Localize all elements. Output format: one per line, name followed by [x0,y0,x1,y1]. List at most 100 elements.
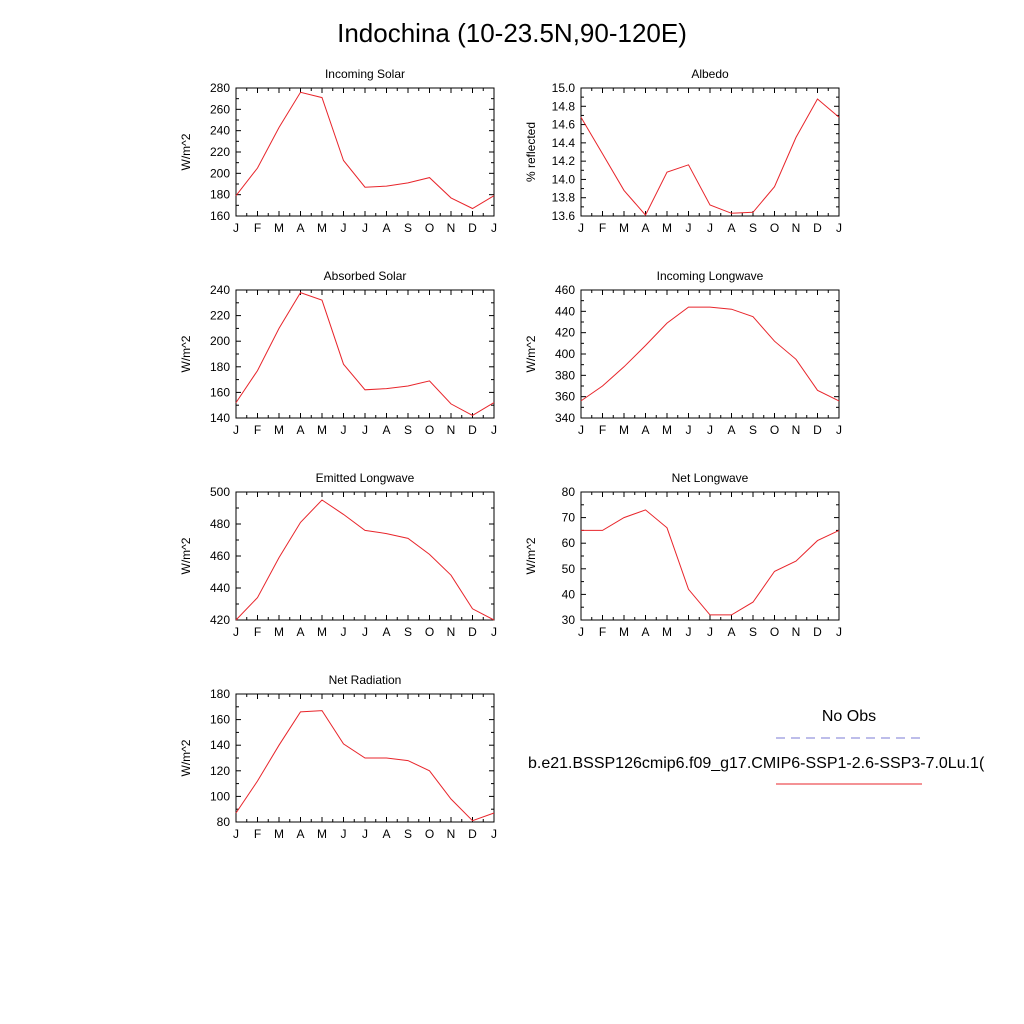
x-tick-label: J [707,625,713,639]
x-tick-label: J [686,423,692,437]
x-tick-label: J [233,423,239,437]
x-tick-label: A [727,221,735,235]
y-tick-label: 280 [210,81,230,95]
x-tick-label: F [254,625,261,639]
x-tick-label: F [599,221,606,235]
y-axis-label: W/m^2 [524,335,538,372]
y-tick-label: 460 [555,283,575,297]
x-tick-label: M [317,221,327,235]
y-tick-label: 140 [210,411,230,425]
x-tick-label: A [296,423,304,437]
y-tick-label: 180 [210,360,230,374]
x-tick-label: M [317,625,327,639]
x-tick-label: J [233,827,239,841]
x-tick-label: A [296,221,304,235]
x-tick-label: J [491,625,497,639]
x-tick-label: D [468,625,477,639]
y-tick-label: 14.8 [552,99,576,113]
x-tick-label: A [382,221,390,235]
x-tick-label: D [813,625,822,639]
y-tick-label: 14.4 [552,136,576,150]
plot-frame [235,491,495,621]
x-tick-label: J [836,423,842,437]
y-tick-label: 220 [210,309,230,323]
x-tick-label: J [707,221,713,235]
y-tick-label: 400 [555,347,575,361]
x-tick-label: O [425,221,434,235]
x-tick-label: N [792,625,801,639]
plot-frame [580,491,840,621]
x-tick-label: A [382,423,390,437]
series-line [581,509,840,616]
y-tick-label: 14.0 [552,172,576,186]
y-tick-label: 200 [210,166,230,180]
series-line [580,306,840,402]
x-tick-label: D [468,221,477,235]
chart-title: Absorbed Solar [324,269,407,283]
x-tick-label: M [274,827,284,841]
x-tick-label: A [641,221,649,235]
chart-title: Emitted Longwave [316,471,415,485]
chart-title: Net Longwave [672,471,749,485]
x-tick-label: O [770,221,779,235]
chart-title: Albedo [691,67,729,81]
x-tick-label: D [813,423,822,437]
x-tick-label: S [749,221,757,235]
x-tick-label: N [447,625,456,639]
x-tick-label: M [317,827,327,841]
x-tick-label: D [813,221,822,235]
y-tick-label: 180 [210,188,230,202]
y-tick-label: 160 [210,209,230,223]
y-tick-label: 360 [555,390,575,404]
y-tick-label: 420 [555,326,575,340]
x-tick-label: S [404,221,412,235]
x-tick-label: J [578,221,584,235]
x-tick-label: M [317,423,327,437]
x-tick-label: M [274,221,284,235]
y-tick-label: 15.0 [552,81,576,95]
x-tick-label: F [254,827,261,841]
plot-frame [580,87,840,217]
x-tick-label: J [686,221,692,235]
x-tick-label: A [727,625,735,639]
y-tick-label: 140 [210,738,230,752]
y-tick-label: 440 [555,304,575,318]
y-axis-label: W/m^2 [179,537,193,574]
x-tick-label: A [296,827,304,841]
y-tick-label: 340 [555,411,575,425]
x-tick-label: J [341,827,347,841]
x-tick-label: M [662,625,672,639]
x-tick-label: O [425,423,434,437]
x-tick-label: S [404,625,412,639]
y-tick-label: 440 [210,581,230,595]
y-tick-label: 380 [555,368,575,382]
x-tick-label: J [341,625,347,639]
x-tick-label: J [362,827,368,841]
x-tick-label: D [468,827,477,841]
x-tick-label: M [619,625,629,639]
x-tick-label: J [578,625,584,639]
x-tick-label: F [254,221,261,235]
x-tick-label: J [341,221,347,235]
x-tick-label: M [619,423,629,437]
legend: No Obs b.e21.BSSP126cmip6.f09_g17.CMIP6-… [528,708,985,785]
x-tick-label: A [296,625,304,639]
y-tick-label: 80 [217,815,231,829]
x-tick-label: O [425,625,434,639]
chart-title: Incoming Solar [325,67,405,81]
chart-title: Incoming Longwave [657,269,764,283]
x-tick-label: J [836,625,842,639]
y-axis-label: W/m^2 [179,133,193,170]
x-tick-label: N [792,221,801,235]
x-tick-label: M [274,625,284,639]
x-tick-label: F [254,423,261,437]
x-tick-label: J [491,423,497,437]
x-tick-label: J [233,221,239,235]
x-tick-label: J [686,625,692,639]
